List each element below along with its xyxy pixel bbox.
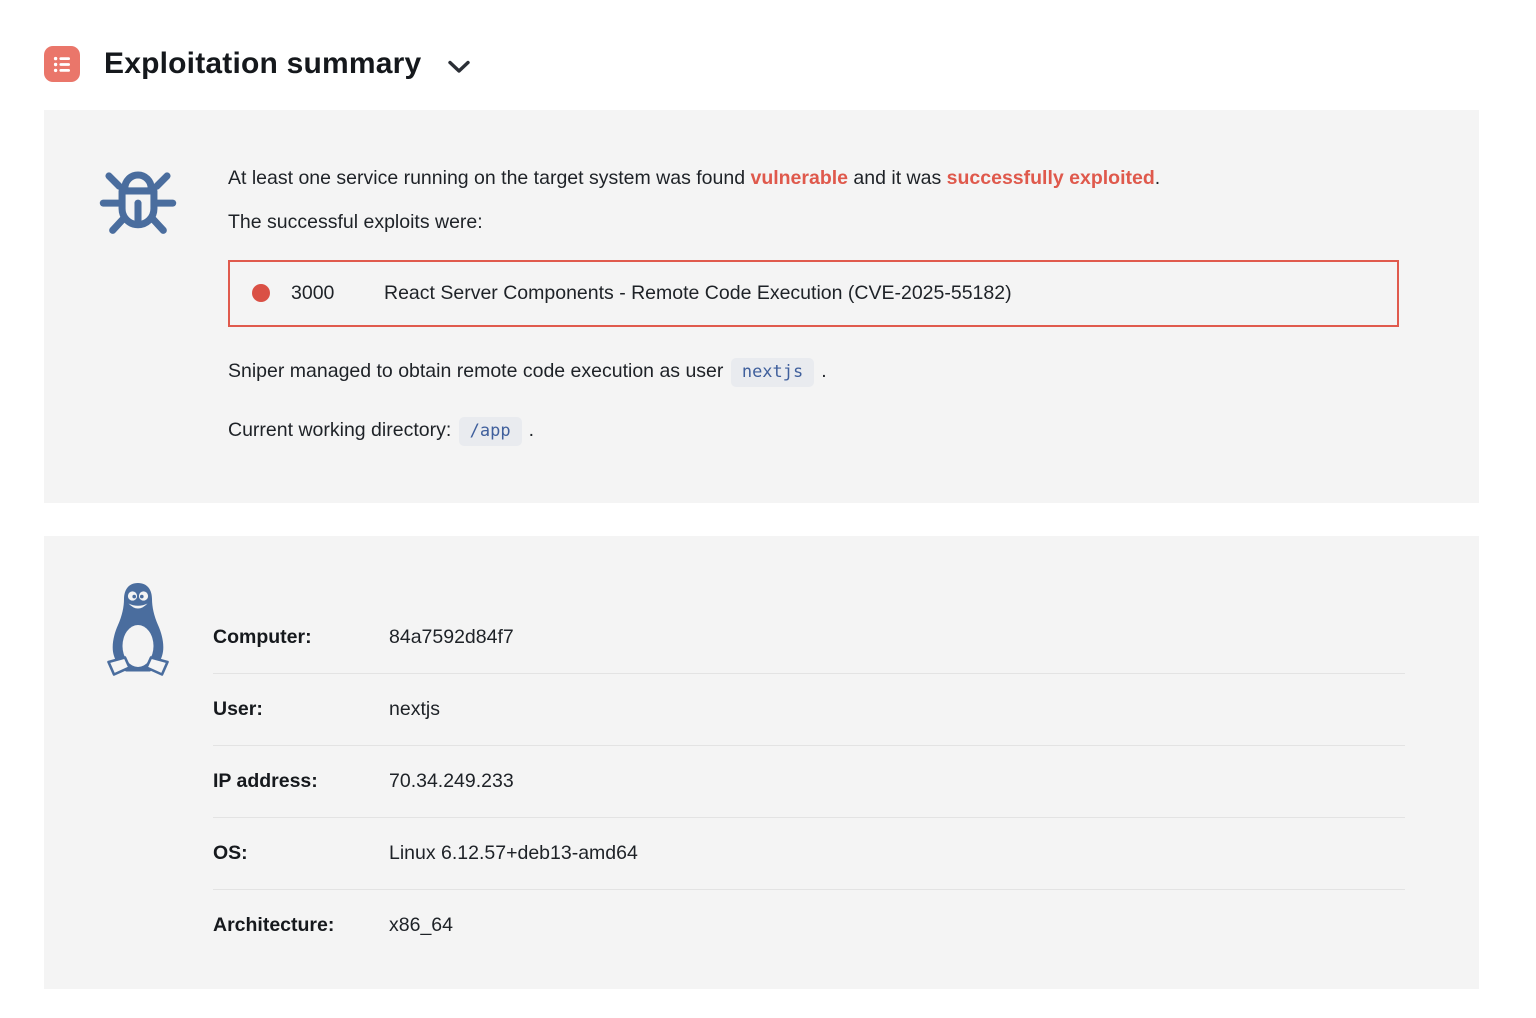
- exploitation-summary-panel: At least one service running on the targ…: [44, 110, 1479, 503]
- intro-vulnerable-highlight: vulnerable: [750, 167, 849, 189]
- table-row-user: User: nextjs: [213, 674, 1405, 746]
- table-row-architecture: Architecture: x86_64: [213, 890, 1405, 961]
- system-info-table: Computer: 84a7592d84f7 User: nextjs IP a…: [213, 602, 1405, 961]
- rce-result-text: Sniper managed to obtain remote code exe…: [228, 357, 1399, 387]
- table-row-computer: Computer: 84a7592d84f7: [213, 602, 1405, 674]
- exploitation-intro-text: At least one service running on the targ…: [228, 164, 1399, 192]
- rce-user-chip: nextjs: [730, 358, 815, 387]
- row-label: Computer:: [213, 626, 312, 648]
- exploit-name: React Server Components - Remote Code Ex…: [384, 282, 1012, 304]
- cwd-value-chip: /app: [458, 417, 522, 446]
- intro-exploited-highlight: successfully exploited: [946, 167, 1155, 189]
- exploit-port: 3000: [291, 282, 335, 304]
- row-value: 70.34.249.233: [389, 770, 514, 792]
- chevron-down-icon[interactable]: [447, 60, 471, 74]
- cwd-suffix: .: [528, 419, 535, 441]
- row-label: IP address:: [213, 770, 318, 792]
- row-value: x86_64: [389, 914, 453, 936]
- cwd-label: Current working directory:: [228, 419, 452, 441]
- section-header[interactable]: Exploitation summary: [44, 46, 1536, 82]
- tux-linux-icon: [105, 580, 171, 961]
- bug-icon: [93, 160, 183, 453]
- row-value: 84a7592d84f7: [389, 626, 514, 648]
- intro-middle: and it was: [848, 167, 947, 189]
- row-value: Linux 6.12.57+deb13-amd64: [389, 842, 638, 864]
- row-label: Architecture:: [213, 914, 335, 936]
- list-icon: [44, 46, 80, 82]
- exploits-heading: The successful exploits were:: [228, 211, 483, 233]
- row-label: OS:: [213, 842, 248, 864]
- row-value: nextjs: [389, 698, 440, 720]
- intro-prefix: At least one service running on the targ…: [228, 167, 751, 189]
- row-label: User:: [213, 698, 263, 720]
- intro-suffix: .: [1154, 167, 1161, 189]
- high-severity-dot-icon: [252, 284, 270, 302]
- cwd-text: Current working directory: /app.: [228, 416, 1399, 446]
- rce-prefix: Sniper managed to obtain remote code exe…: [228, 360, 724, 382]
- system-info-panel: Computer: 84a7592d84f7 User: nextjs IP a…: [44, 536, 1479, 989]
- rce-suffix: .: [821, 360, 827, 382]
- table-row-os: OS: Linux 6.12.57+deb13-amd64: [213, 818, 1405, 890]
- exploit-finding-row: 3000 React Server Components - Remote Co…: [228, 260, 1399, 327]
- table-row-ip-address: IP address: 70.34.249.233: [213, 746, 1405, 818]
- page-title: Exploitation summary: [104, 47, 422, 80]
